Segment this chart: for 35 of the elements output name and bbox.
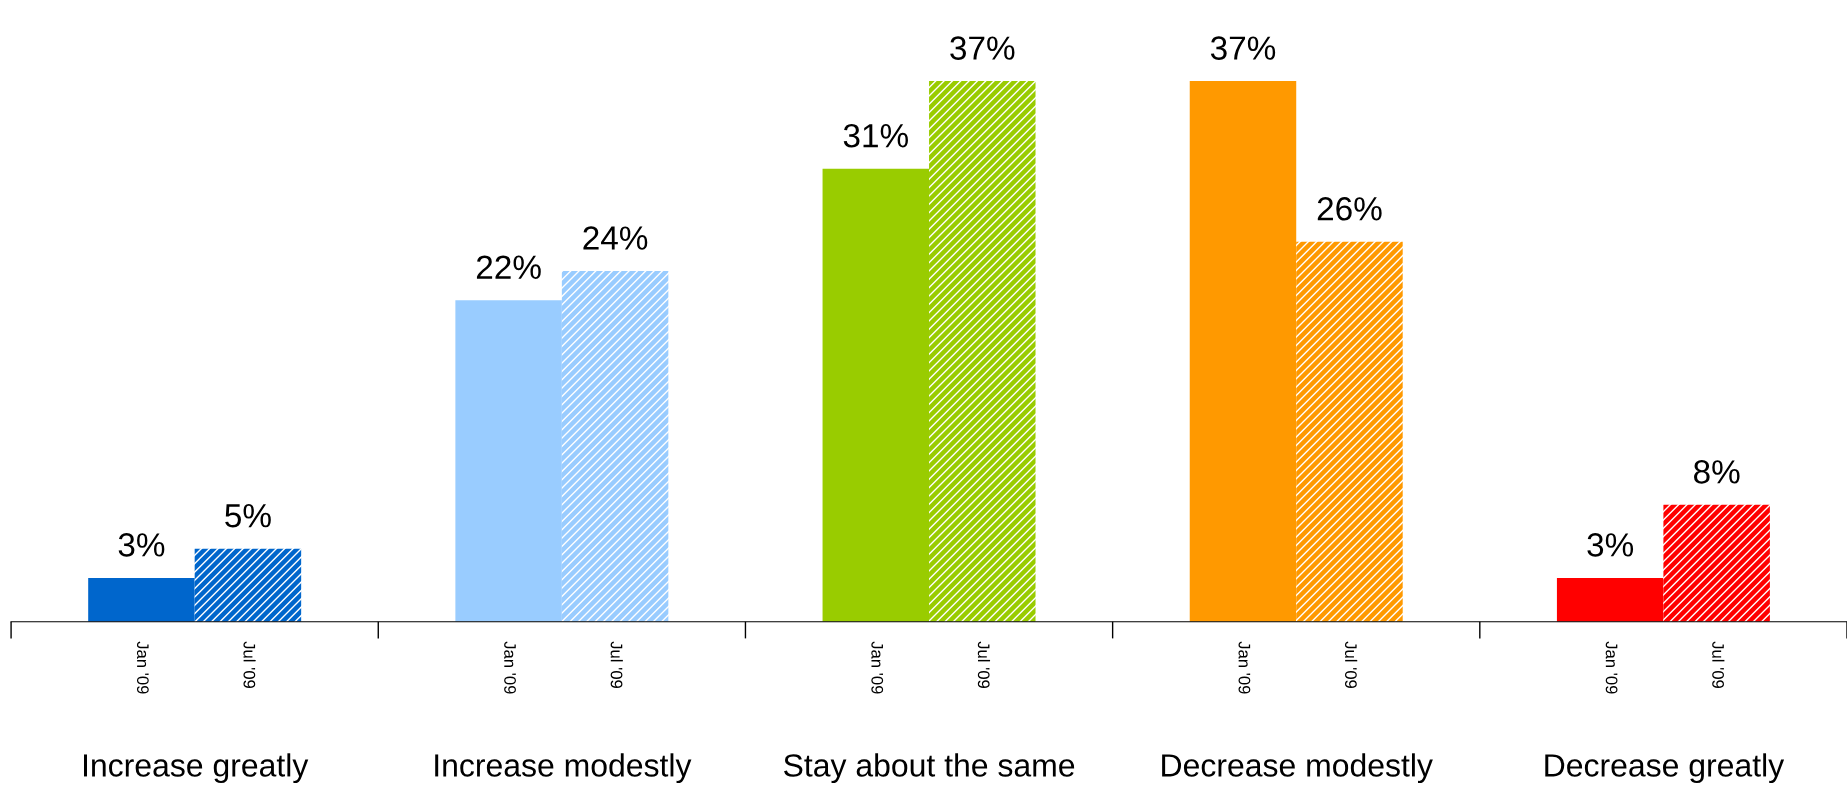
data-label: 37% [1210,36,1276,60]
data-label: 24% [583,226,648,250]
text: Jan '09 [1238,641,1251,694]
data-label: 31% [843,123,908,148]
bar [194,548,302,622]
data-label: 37% [950,36,1015,60]
text: Jan '09 [871,641,884,694]
text: Jan '09 [1605,641,1618,694]
data-label: 3% [118,533,165,557]
x-tick-label: Decrease modestly [1162,753,1433,784]
x-tick-label: Increase modestly [435,753,692,784]
text: Jul '09 [243,641,256,689]
data-label: 22% [476,255,541,279]
data-label: 3% [1587,533,1634,557]
text: Jul '09 [610,641,623,689]
text: Jul '09 [977,641,991,689]
x-tick-label: Increase greatly [83,753,309,784]
bar [1556,577,1664,622]
bar [929,81,1036,622]
text: Jan '09 [136,641,149,694]
bar [1189,81,1297,622]
text: Jan '09 [504,641,516,694]
bar [455,300,562,622]
text: Jul '09 [1712,641,1725,689]
bar [561,271,669,622]
text: Jul '09 [1344,641,1358,689]
bar [822,168,930,622]
x-tick-label: Stay about the same [784,753,1075,784]
data-label: 26% [1317,197,1382,221]
bar [88,577,195,622]
bar [1296,241,1403,622]
data-label: 5% [225,504,271,528]
x-tick-label: Decrease greatly [1545,753,1785,784]
data-label: 8% [1694,460,1740,484]
bar [1663,504,1770,622]
